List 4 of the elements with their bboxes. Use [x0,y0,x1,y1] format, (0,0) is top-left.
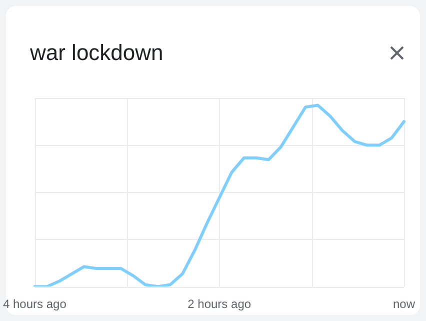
x-tick-label: 4 hours ago [2,297,67,312]
x-tick-label: now [392,297,416,312]
x-tick-label: 2 hours ago [188,297,252,312]
chart-title: war lockdown [30,40,164,66]
